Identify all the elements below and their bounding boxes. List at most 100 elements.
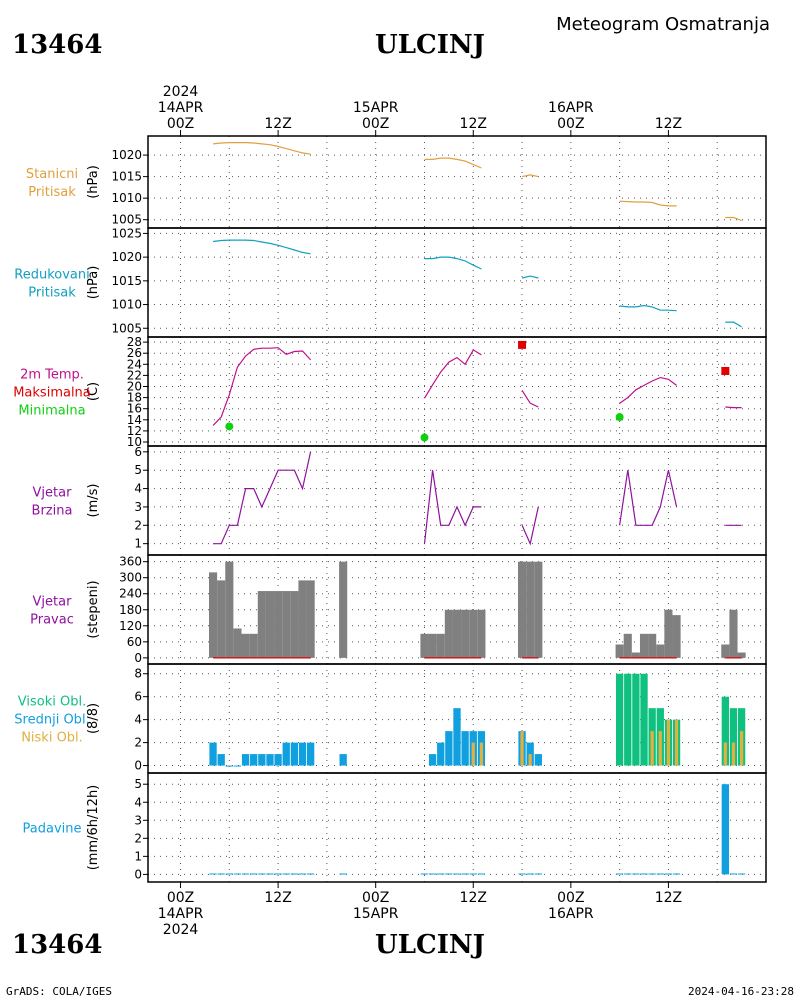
series-bar (534, 754, 542, 766)
y-tick-label: 4 (134, 713, 142, 727)
series-bar (282, 591, 291, 658)
y-tick-label: 1010 (111, 298, 142, 312)
series-bar (428, 754, 437, 766)
series-bar (729, 708, 738, 766)
series-bar (656, 873, 664, 875)
y-tick-label: 3 (134, 500, 142, 514)
panel-label: Pritisak (28, 286, 76, 301)
series-bar (729, 609, 738, 658)
series-bar (526, 873, 534, 875)
series-bar (737, 652, 746, 658)
series-bar (615, 644, 624, 658)
series-bar (737, 873, 746, 875)
y-tick-label: 2 (134, 518, 142, 532)
render-timestamp: 2024-04-16-23:28 (688, 985, 794, 998)
unit-label: (hPa) (86, 266, 101, 300)
x-tick-label-bottom: 14APR (158, 906, 204, 922)
series-bar (209, 742, 217, 766)
y-tick-label: 24 (127, 357, 142, 371)
y-tick-label: 0 (134, 867, 142, 881)
series-bar (298, 873, 307, 875)
series-bar (233, 765, 242, 767)
series-bar (225, 873, 233, 875)
series-line (424, 157, 482, 169)
marker-square (518, 340, 527, 349)
y-tick-label: 12 (127, 424, 142, 438)
panel-frame (147, 772, 767, 883)
series-bar (534, 561, 543, 658)
marker-circle (615, 413, 624, 422)
y-tick-label: 1010 (111, 191, 142, 205)
series-bar (241, 873, 250, 875)
unit-label: (8/8) (86, 703, 101, 734)
x-tick-label-bottom: 00Z (167, 890, 194, 906)
series-line (725, 216, 742, 222)
y-tick-label: 1020 (111, 148, 142, 162)
series-bar (469, 873, 477, 875)
y-tick-label: 300 (119, 571, 142, 585)
marker-circle (225, 422, 234, 431)
y-tick-label: 180 (119, 603, 142, 617)
panel-label: Srednji Obl. (14, 713, 89, 728)
panel-label: Pritisak (28, 185, 76, 200)
series-bar (639, 633, 649, 658)
series-bar (339, 873, 347, 875)
y-tick-label: 8 (134, 667, 142, 681)
panel-label: Brzina (32, 504, 73, 519)
x-tick-label-bottom: 00Z (557, 890, 584, 906)
y-tick-label: 5 (134, 463, 142, 477)
series-bar (274, 591, 283, 658)
y-tick-label: 1020 (111, 250, 142, 264)
unit-label: (hPa) (86, 165, 101, 199)
series-bar (528, 754, 532, 766)
series-bar (241, 754, 250, 766)
y-tick-label: 6 (134, 690, 142, 704)
x-tick-label-bottom: 16APR (548, 906, 594, 922)
series-line (213, 142, 311, 155)
series-bar (640, 873, 648, 875)
x-tick-label-top: 00Z (362, 116, 389, 132)
series-bar (250, 754, 258, 766)
series-bar (444, 609, 453, 658)
panel-label: Redukovani (14, 268, 89, 283)
series-line (521, 275, 539, 279)
series-line (213, 239, 311, 255)
series-bar (258, 754, 266, 766)
series-bar (217, 873, 225, 875)
panel-reduced_pressure: 1005 1010 1015 1020 1025 (hPa)Redukovani Priti… (14, 226, 767, 338)
time-axis: 202414APR00Z00Z14APR202412Z12Z15APR00Z00… (158, 84, 682, 938)
series-bar (428, 633, 437, 658)
y-tick-label: 5 (134, 777, 142, 791)
y-tick-label: 60 (127, 635, 142, 649)
panel-wind_speed: 1 2 3 4 5 6 (m/s) Vjetar Brzina (32, 445, 767, 556)
series-bar (274, 754, 282, 766)
series-bar (471, 742, 475, 766)
series-bar (265, 591, 275, 658)
series-bar (664, 609, 673, 658)
series-bar (306, 742, 315, 766)
marker-square (721, 366, 730, 375)
series-bar (420, 873, 429, 875)
panel-label: Maksimalna (13, 386, 91, 401)
station-name-bottom: ULCINJ (375, 930, 485, 960)
series-bar (420, 633, 429, 658)
unit-label: (mm/6h/12h) (86, 785, 101, 871)
x-tick-label-bottom: 12Z (655, 890, 682, 906)
y-tick-label: 120 (119, 619, 142, 633)
series-bar (648, 873, 656, 875)
y-tick-label: 4 (134, 795, 142, 809)
panel-frame (147, 445, 767, 556)
series-bar (721, 696, 730, 766)
series-bar (672, 615, 681, 658)
series-bar (208, 572, 218, 658)
series-bar (674, 719, 679, 766)
series-bar (739, 731, 744, 766)
panel-frame (147, 135, 767, 229)
series-line (725, 406, 742, 409)
panel-label: Niski Obl. (21, 731, 83, 746)
series-bar (632, 673, 640, 766)
series-bar (250, 873, 258, 875)
panel-clouds: 0 2 4 6 8 (8/8)Visoki Obl. Srednji Obl. Niski O… (14, 663, 767, 774)
series-line (521, 390, 539, 408)
panel-label: Visoki Obl. (18, 695, 86, 710)
